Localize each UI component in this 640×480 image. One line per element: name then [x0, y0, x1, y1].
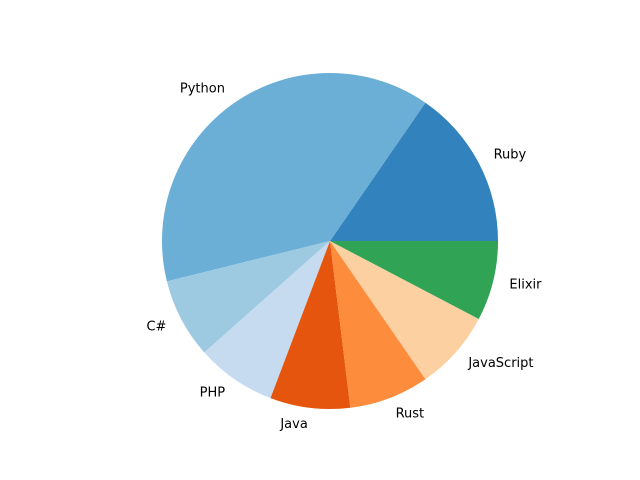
slice-php — [204, 241, 330, 399]
slice-rust — [330, 241, 426, 408]
slice-label-elixir: Elixir — [509, 278, 542, 293]
slice-elixir — [330, 241, 498, 320]
slices-layer — [161, 72, 498, 410]
slice-label-csharp: C# — [146, 320, 166, 335]
slice-java — [270, 241, 351, 410]
slice-label-javascript: JavaScript — [467, 356, 533, 371]
slice-csharp — [166, 241, 330, 353]
slice-label-ruby: Ruby — [494, 148, 527, 163]
slice-ruby — [330, 102, 498, 242]
slice-python — [161, 72, 426, 282]
slice-label-php: PHP — [200, 386, 226, 401]
slice-label-python: Python — [180, 81, 225, 96]
slice-label-java: Java — [279, 417, 307, 432]
labels-layer: Ruby Python C# PHP Java Rust JavaScript Elixir — [146, 81, 542, 431]
slice-javascript — [330, 241, 479, 380]
slice-label-rust: Rust — [396, 406, 425, 421]
